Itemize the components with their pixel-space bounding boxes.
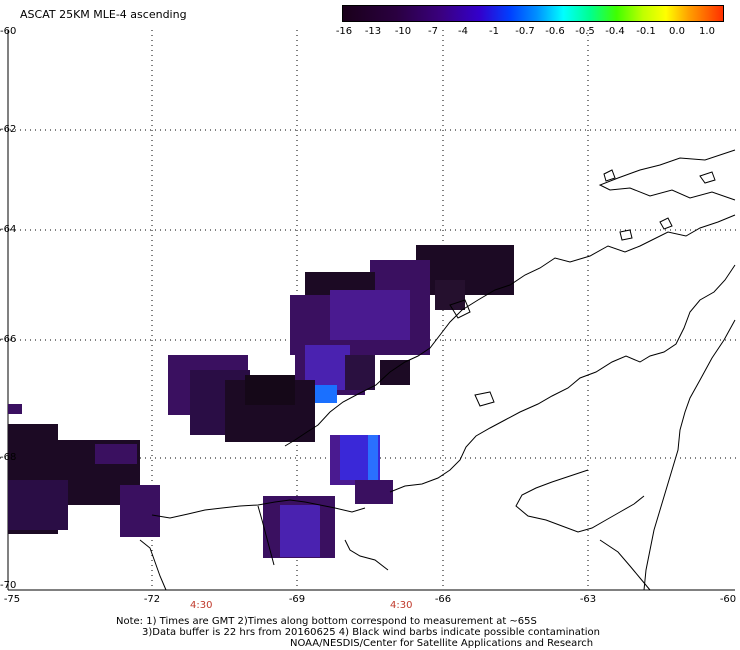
- data-swath-right: [330, 435, 393, 504]
- colorbar-tick: -0.7: [515, 26, 535, 37]
- lon-label: -66: [434, 594, 452, 605]
- lon-label: -60: [719, 594, 737, 605]
- time-label: 4:30: [390, 600, 413, 611]
- colorbar-tick: -1: [489, 26, 499, 37]
- lon-label: -63: [579, 594, 597, 605]
- colorbar-tick: 1.0: [699, 26, 715, 37]
- time-label: 4:30: [190, 600, 213, 611]
- colorbar-tick: -0.5: [575, 26, 595, 37]
- data-swath-middle: [168, 355, 315, 442]
- lat-label: -66: [0, 334, 17, 345]
- colorbar-tick: -0.1: [636, 26, 656, 37]
- colorbar-tick: -4: [458, 26, 468, 37]
- lat-label: -60: [0, 26, 17, 37]
- lat-label: -68: [0, 452, 17, 463]
- data-swath-upper: [290, 245, 514, 403]
- data-swath-left: [8, 404, 160, 537]
- map-title: ASCAT 25KM MLE-4 ascending: [20, 8, 187, 21]
- colorbar-tick: -7: [428, 26, 438, 37]
- lon-label: -69: [288, 594, 306, 605]
- note-line-2: 3)Data buffer is 22 hrs from 20160625 4)…: [142, 627, 600, 638]
- colorbar-tick: 0.0: [669, 26, 685, 37]
- colorbar-tick: -16: [335, 26, 353, 37]
- colorbar-tick: -13: [364, 26, 382, 37]
- lat-label: -70: [0, 580, 17, 591]
- colorbar-tick: -0.4: [605, 26, 625, 37]
- data-swath-bottom: [263, 496, 335, 558]
- colorbar-tick: -10: [394, 26, 412, 37]
- note-line-3: NOAA/NESDIS/Center for Satellite Applica…: [290, 638, 594, 649]
- lat-label: -64: [0, 224, 17, 235]
- colorbar: [342, 5, 724, 22]
- gridlines: [0, 30, 740, 590]
- lon-label: -75: [3, 594, 21, 605]
- lat-label: -62: [0, 124, 17, 135]
- lon-label: -72: [143, 594, 161, 605]
- coastline: [139, 149, 736, 591]
- note-line-1: Note: 1) Times are GMT 2)Times along bot…: [116, 616, 537, 627]
- colorbar-tick: -0.6: [545, 26, 565, 37]
